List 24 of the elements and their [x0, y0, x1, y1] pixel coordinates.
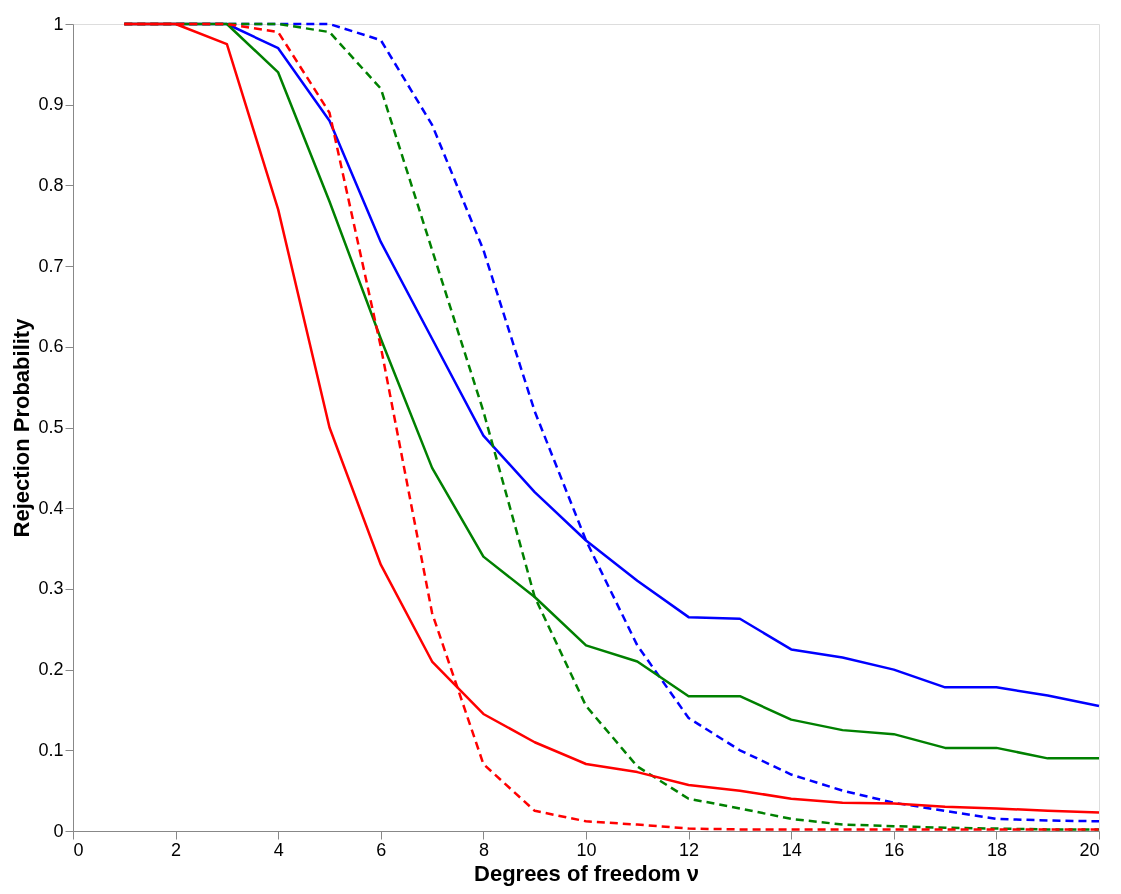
x-tick-label: 4 [273, 839, 284, 860]
y-tick-label: 0.1 [38, 739, 64, 760]
y-tick-label: 0.6 [38, 336, 64, 357]
x-tick-label: 20 [1079, 839, 1100, 860]
x-tick-label: 0 [73, 839, 84, 860]
x-tick-label: 6 [376, 839, 387, 860]
y-tick-label: 0.3 [38, 578, 64, 599]
y-axis-title: Rejection Probability [9, 317, 35, 538]
x-tick-label: 18 [986, 839, 1007, 860]
x-tick-label: 8 [478, 839, 489, 860]
y-tick-label: 0.2 [38, 659, 64, 680]
y-tick-label: 1 [53, 13, 64, 34]
y-tick-label: 0.5 [38, 417, 64, 437]
x-tick-label: 10 [576, 839, 597, 860]
x-tick-label: 14 [781, 839, 802, 860]
y-tick-label: 0.7 [38, 255, 64, 276]
y-tick-label: 0.9 [38, 94, 64, 115]
y-tick-label: 0.4 [38, 497, 64, 518]
x-tick-label: 12 [679, 839, 700, 860]
x-tick-label: 2 [171, 839, 182, 860]
x-tick-label: 16 [884, 839, 905, 860]
x-axis-title: Degrees of freedom ν [474, 860, 699, 886]
y-tick-label: 0 [53, 820, 64, 841]
y-tick-label: 0.8 [38, 174, 64, 195]
